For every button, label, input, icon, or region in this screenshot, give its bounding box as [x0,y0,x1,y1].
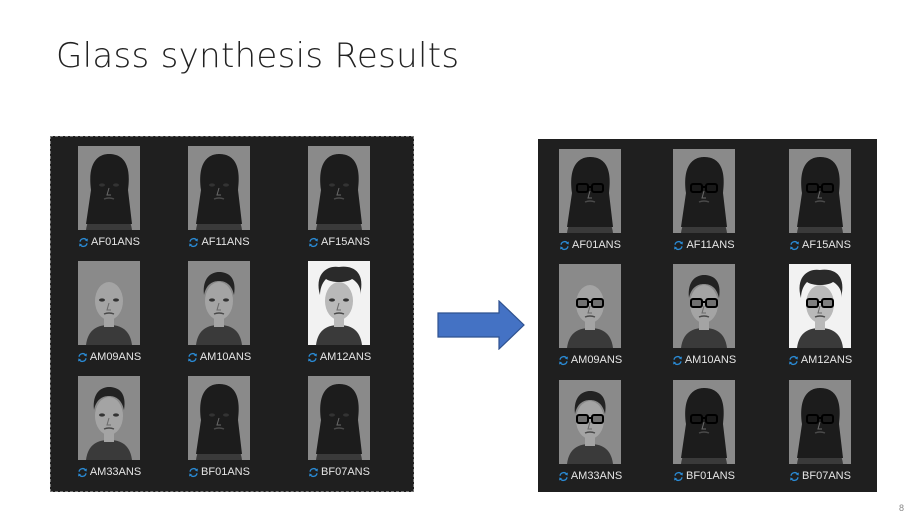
face-photo[interactable] [78,146,140,230]
sync-icon [187,352,197,362]
face-tile-bf01ans[interactable]: BF01ANS [164,376,274,479]
face-photo[interactable] [308,146,370,230]
face-tile-am10ans[interactable]: AM10ANS [649,264,759,367]
face-photo-with-glasses[interactable] [789,264,851,348]
file-label: AF01ANS [91,236,140,248]
file-label: BF01ANS [201,466,250,478]
file-label: AF15ANS [321,236,370,248]
face-tile-bf07ans[interactable]: BF07ANS [765,380,875,483]
file-label: AM33ANS [89,466,142,478]
file-label: AF01ANS [572,239,621,251]
sync-icon [558,355,568,365]
face-tile-bf01ans[interactable]: BF01ANS [649,380,759,483]
sync-icon [788,355,798,365]
file-caption: AM09ANS [54,350,164,364]
face-photo[interactable] [78,376,140,460]
sync-icon [558,471,568,481]
face-photo-with-glasses[interactable] [789,149,851,233]
face-tile-af15ans[interactable]: AF15ANS [284,146,394,249]
file-caption: AF11ANS [649,238,759,252]
file-label: AM12ANS [800,354,853,366]
face-photo[interactable] [308,376,370,460]
file-label: BF07ANS [321,466,370,478]
file-label: AF15ANS [802,239,851,251]
face-tile-af01ans[interactable]: AF01ANS [535,149,645,252]
file-caption: AF01ANS [54,235,164,249]
file-label: AM12ANS [319,351,372,363]
face-tile-bf07ans[interactable]: BF07ANS [284,376,394,479]
file-label: AM09ANS [89,351,142,363]
sync-icon [674,471,683,481]
sync-icon [77,467,87,477]
file-label: AF11ANS [686,239,735,251]
face-tile-am09ans[interactable]: AM09ANS [535,264,645,367]
sync-icon [189,237,199,247]
sync-icon [674,240,684,250]
file-label: BF07ANS [802,470,851,482]
face-photo[interactable] [188,376,250,460]
sync-icon [307,352,317,362]
file-caption: BF07ANS [284,465,394,479]
sync-icon [77,352,87,362]
face-photo[interactable] [188,146,250,230]
face-tile-am33ans[interactable]: AM33ANS [54,376,164,479]
file-caption: AM12ANS [765,353,875,367]
face-photo-with-glasses[interactable] [673,149,735,233]
sync-icon [560,240,569,250]
sync-icon [309,237,318,247]
file-caption: BF07ANS [765,469,875,483]
file-caption: AF01ANS [535,238,645,252]
face-photo-with-glasses[interactable] [673,264,735,348]
file-caption: AM33ANS [535,469,645,483]
sync-icon [790,471,799,481]
face-tile-am12ans[interactable]: AM12ANS [284,261,394,364]
file-caption: AF15ANS [284,235,394,249]
sync-icon [672,355,682,365]
file-caption: AF11ANS [164,235,274,249]
file-label: AM10ANS [684,354,737,366]
file-label: AM33ANS [570,470,623,482]
face-tile-af11ans[interactable]: AF11ANS [164,146,274,249]
file-caption: AM12ANS [284,350,394,364]
face-photo[interactable] [78,261,140,345]
right-arrow-icon [437,300,525,350]
file-label: AM09ANS [570,354,623,366]
glasses-faces-panel: AF01ANS AF11ANS AF15ANS AM09ANS AM10ANS AM12A… [538,139,877,492]
file-caption: BF01ANS [164,465,274,479]
face-photo-with-glasses[interactable] [559,264,621,348]
face-photo-with-glasses[interactable] [673,380,735,464]
face-tile-am10ans[interactable]: AM10ANS [164,261,274,364]
sync-icon [189,467,198,477]
file-caption: BF01ANS [649,469,759,483]
file-label: AF11ANS [201,236,250,248]
face-photo-with-glasses[interactable] [559,380,621,464]
file-caption: AM10ANS [649,353,759,367]
file-caption: AM09ANS [535,353,645,367]
face-tile-am09ans[interactable]: AM09ANS [54,261,164,364]
file-label: BF01ANS [686,470,735,482]
file-caption: AM33ANS [54,465,164,479]
face-tile-am12ans[interactable]: AM12ANS [765,264,875,367]
face-tile-af11ans[interactable]: AF11ANS [649,149,759,252]
file-label: AM10ANS [199,351,252,363]
sync-icon [79,237,88,247]
original-faces-panel: AF01ANS AF11ANS AF15ANS AM09ANS AM10ANS AM12A… [50,136,414,492]
face-tile-af01ans[interactable]: AF01ANS [54,146,164,249]
face-photo[interactable] [308,261,370,345]
sync-icon [309,467,318,477]
face-tile-af15ans[interactable]: AF15ANS [765,149,875,252]
file-caption: AF15ANS [765,238,875,252]
file-caption: AM10ANS [164,350,274,364]
slide-title: Glass synthesis Results [56,36,460,76]
face-photo[interactable] [188,261,250,345]
face-photo-with-glasses[interactable] [789,380,851,464]
sync-icon [790,240,799,250]
page-number: 8 [898,503,904,513]
face-tile-am33ans[interactable]: AM33ANS [535,380,645,483]
face-photo-with-glasses[interactable] [559,149,621,233]
